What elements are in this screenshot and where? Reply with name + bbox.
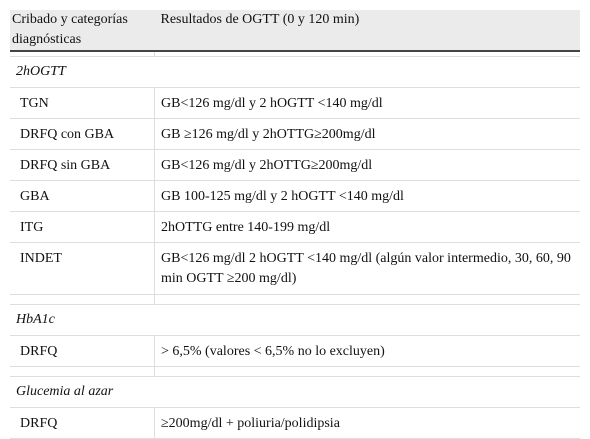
spacer-cell bbox=[154, 366, 580, 377]
category-cell: ITG bbox=[10, 211, 155, 243]
data-row: GBA GB 100-125 mg/dl y 2 hOGTT <140 mg/dl bbox=[10, 180, 580, 212]
category-cell: TGN bbox=[10, 87, 155, 119]
section-title: 2hOGTT bbox=[10, 56, 155, 88]
criteria-cell: GB ≥126 mg/dl y 2hOTTG≥200mg/dl bbox=[154, 118, 580, 150]
category-cell: DRFQ bbox=[10, 335, 155, 367]
criteria-cell: GB<126 mg/dl y 2hOTTG≥200mg/dl bbox=[154, 149, 580, 181]
criteria-cell: > 6,5% (valores < 6,5% no lo excluyen) bbox=[154, 335, 580, 367]
category-cell: DRFQ sin GBA bbox=[10, 149, 155, 181]
criteria-cell: GB 100-125 mg/dl y 2 hOGTT <140 mg/dl bbox=[154, 180, 580, 212]
criteria-cell: 2hOTTG entre 140-199 mg/dl bbox=[154, 211, 580, 243]
header-cell: Cribado y categorías diagnósticas bbox=[10, 10, 155, 52]
spacer-row bbox=[10, 294, 580, 305]
spacer-cell bbox=[154, 294, 580, 305]
spacer-cell bbox=[10, 294, 155, 305]
table-body: 2hOGTT TGN GB<126 mg/dl y 2 hOGTT <140 mg/… bbox=[10, 51, 580, 439]
spacer-row bbox=[10, 51, 580, 57]
category-cell: DRFQ bbox=[10, 407, 155, 439]
data-row: DRFQ ≥200mg/dl + poliuria/polidipsia bbox=[10, 407, 580, 439]
section-row: 2hOGTT bbox=[10, 56, 580, 88]
data-row: DRFQ > 6,5% (valores < 6,5% no lo excluye… bbox=[10, 335, 580, 367]
section-empty bbox=[154, 376, 580, 408]
category-cell: INDET bbox=[10, 242, 155, 295]
criteria-cell: GB<126 mg/dl y 2 hOGTT <140 mg/dl bbox=[154, 87, 580, 119]
data-row: DRFQ con GBA GB ≥126 mg/dl y 2hOTTG≥200mg… bbox=[10, 118, 580, 150]
section-title: HbA1c bbox=[10, 304, 155, 336]
header-row: Cribado y categorías diagnósticas Result… bbox=[10, 10, 580, 52]
section-empty bbox=[154, 304, 580, 336]
data-row: DRFQ sin GBA GB<126 mg/dl y 2hOTTG≥200mg/… bbox=[10, 149, 580, 181]
spacer-cell bbox=[10, 366, 155, 377]
data-row: ITG 2hOTTG entre 140-199 mg/dl bbox=[10, 211, 580, 243]
data-row: TGN GB<126 mg/dl y 2 hOGTT <140 mg/dl bbox=[10, 87, 580, 119]
category-cell: DRFQ con GBA bbox=[10, 118, 155, 150]
section-row: Glucemia al azar bbox=[10, 376, 580, 408]
spacer-cell bbox=[154, 51, 580, 57]
header-cell: Resultados de OGTT (0 y 120 min) bbox=[154, 10, 580, 52]
section-title: Glucemia al azar bbox=[10, 376, 155, 408]
criteria-cell: ≥200mg/dl + poliuria/polidipsia bbox=[154, 407, 580, 439]
section-row: HbA1c bbox=[10, 304, 580, 336]
table: Cribado y categorías diagnósticas Result… bbox=[10, 10, 580, 439]
spacer-cell bbox=[10, 51, 155, 57]
data-row: INDET GB<126 mg/dl 2 hOGTT <140 mg/dl (al… bbox=[10, 242, 580, 295]
section-empty bbox=[154, 56, 580, 88]
criteria-cell: GB<126 mg/dl 2 hOGTT <140 mg/dl (algún v… bbox=[154, 242, 580, 295]
category-cell: GBA bbox=[10, 180, 155, 212]
spacer-row bbox=[10, 366, 580, 377]
